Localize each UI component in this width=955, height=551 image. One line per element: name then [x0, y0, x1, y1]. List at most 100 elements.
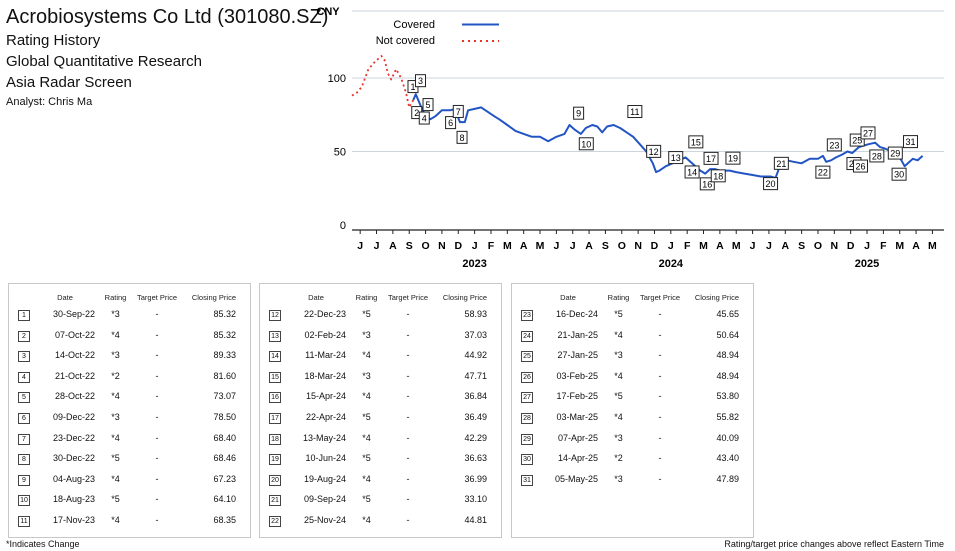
row-number-badge: 4 — [18, 371, 30, 383]
row-date: 07-Oct-22 — [54, 329, 95, 340]
x-tick-label: M — [732, 240, 741, 252]
row-rating: *4 — [362, 473, 371, 484]
row-date: 03-Mar-25 — [556, 412, 598, 422]
rating-marker: 30 — [891, 167, 907, 181]
row-number-badge: 12 — [269, 310, 281, 321]
row-date: 21-Oct-22 — [54, 370, 95, 381]
row-date: 09-Dec-22 — [52, 412, 95, 422]
y-tick-label: 50 — [334, 147, 346, 159]
rating-marker: 7 — [452, 104, 464, 118]
row-number-badge: 2 — [18, 330, 30, 342]
table-row: 31 05-May-25 *3 - 47.89 — [512, 474, 753, 488]
row-rating: *4 — [614, 412, 623, 422]
rating-marker-box — [891, 167, 907, 181]
x-tick-label: M — [928, 240, 937, 252]
rating-marker-box — [725, 151, 741, 165]
rating-marker-label: 23 — [829, 140, 839, 150]
x-tick-label: J — [570, 240, 576, 252]
row-closing-price: 85.32 — [213, 329, 236, 340]
row-number-badge: 22 — [269, 516, 281, 527]
x-tick-label: O — [421, 240, 429, 252]
rating-marker-label: 2 — [414, 108, 419, 118]
header-target-price: Target Price — [136, 293, 178, 302]
row-number-badge: 18 — [269, 433, 281, 445]
table-row: 5 28-Oct-22 *4 - 73.07 — [9, 391, 250, 405]
row-date: 17-Feb-25 — [556, 391, 598, 402]
row-closing-price: 50.64 — [716, 329, 739, 340]
row-target-price: - — [658, 329, 662, 340]
row-closing-price: 68.46 — [213, 453, 236, 464]
table-row: 19 10-Jun-24 *5 - 36.63 — [260, 453, 501, 467]
rating-marker-box — [573, 106, 585, 120]
row-number-badge: 17 — [269, 413, 281, 424]
row-closing-price: 44.92 — [464, 350, 487, 361]
row-rating: *4 — [362, 350, 371, 361]
x-tick-label: A — [781, 240, 789, 252]
y-axis-ticks: 0 50 100 — [328, 73, 346, 232]
rating-marker-label: 21 — [776, 159, 786, 169]
x-tick-label: D — [454, 240, 462, 252]
rating-marker-label: 14 — [687, 167, 697, 177]
footnote-timezone: Rating/target price changes above reflec… — [724, 539, 944, 549]
rating-marker: 22 — [815, 165, 831, 179]
rating-marker: 19 — [725, 151, 741, 165]
row-target-price: - — [406, 494, 410, 505]
rating-marker-box — [852, 159, 868, 173]
x-tick-label: N — [634, 240, 642, 252]
rating-marker-box — [627, 105, 643, 119]
x-tick-label: D — [847, 240, 855, 252]
header-rating: Rating — [104, 293, 127, 302]
rating-marker: 3 — [415, 74, 427, 88]
row-date: 18-Aug-23 — [52, 494, 95, 505]
rating-marker-label: 25 — [852, 136, 862, 146]
row-date: 17-Nov-23 — [52, 515, 95, 525]
table-row: 9 04-Aug-23 *4 - 67.23 — [9, 474, 250, 488]
rating-marker-label: 18 — [713, 171, 723, 181]
row-date: 03-Feb-25 — [556, 370, 598, 381]
row-rating: *3 — [111, 412, 120, 422]
row-date: 27-Jan-25 — [557, 350, 598, 361]
row-closing-price: 73.07 — [213, 391, 236, 402]
table-row: 4 21-Oct-22 *2 - 81.60 — [9, 371, 250, 385]
company-title: Acrobiosystems Co Ltd (301080.SZ) — [6, 6, 329, 28]
row-date: 13-May-24 — [302, 432, 346, 443]
x-tick-label: M — [503, 240, 512, 252]
x-tick-label: S — [602, 240, 609, 252]
row-target-price: - — [658, 412, 662, 422]
rating-marker: 18 — [710, 169, 726, 183]
report-subtitle-research-group: Global Quantitative Research — [6, 53, 202, 70]
x-tick-label: J — [374, 240, 380, 252]
row-rating: *4 — [614, 329, 623, 340]
rating-marker-box — [903, 135, 919, 149]
row-number-badge: 30 — [521, 454, 533, 466]
row-target-price: - — [155, 370, 159, 381]
gridlines — [352, 10, 944, 152]
rating-marker-label: 4 — [422, 114, 427, 124]
legend: Covered Not covered — [376, 19, 499, 47]
row-closing-price: 68.35 — [213, 515, 236, 525]
row-rating: *4 — [111, 391, 120, 402]
row-rating: *5 — [362, 453, 371, 464]
rating-marker: 26 — [852, 159, 868, 173]
table-row: 7 23-Dec-22 *4 - 68.40 — [9, 433, 250, 447]
header-date: Date — [57, 293, 73, 302]
rating-marker-label: 19 — [728, 154, 738, 164]
row-number-badge: 7 — [18, 433, 30, 445]
header-date: Date — [308, 293, 324, 302]
rating-marker: 28 — [869, 149, 885, 163]
row-closing-price: 47.89 — [716, 473, 739, 484]
row-number-badge: 28 — [521, 413, 533, 424]
rating-marker-box — [668, 151, 684, 165]
row-date: 14-Apr-25 — [557, 453, 598, 464]
row-rating: *4 — [614, 370, 623, 381]
table-row: 30 14-Apr-25 *2 - 43.40 — [512, 453, 753, 467]
row-date: 11-Mar-24 — [305, 350, 346, 361]
table-row: 10 18-Aug-23 *5 - 64.10 — [9, 494, 250, 508]
row-rating: *4 — [362, 515, 371, 525]
row-closing-price: 45.65 — [716, 309, 739, 319]
legend-not-covered-label: Not covered — [376, 35, 435, 47]
rating-marker-box — [887, 146, 903, 160]
rating-marker-label: 3 — [418, 76, 423, 86]
row-number-badge: 25 — [521, 351, 533, 363]
